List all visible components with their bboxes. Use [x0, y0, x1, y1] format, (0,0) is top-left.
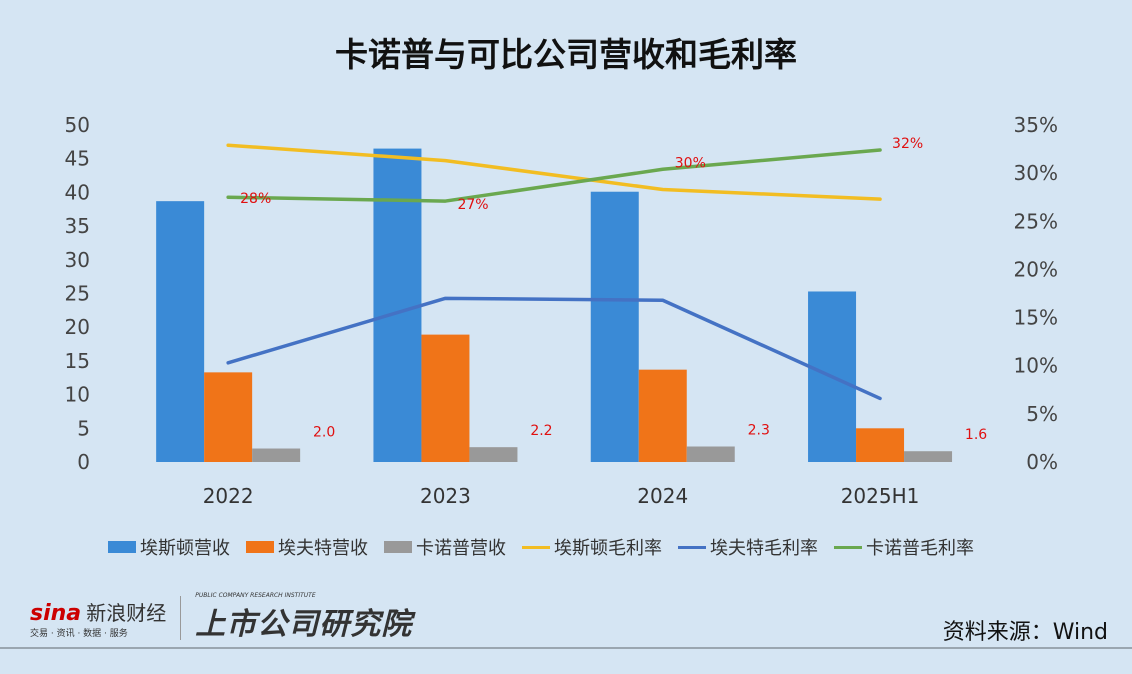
y-left-tick: 35	[65, 214, 90, 238]
legend-swatch	[108, 541, 136, 553]
y-left-tick: 5	[77, 416, 90, 440]
y-left-tick: 10	[65, 383, 90, 407]
legend-item: 卡诺普毛利率	[834, 534, 974, 560]
institute-en: PUBLIC COMPANY RESEARCH INSTITUTE	[195, 592, 316, 599]
sina-cn: 新浪财经	[86, 600, 167, 625]
y-left-tick: 40	[65, 180, 90, 204]
x-tick: 2023	[420, 484, 471, 508]
y-right-tick: 10%	[1014, 354, 1058, 378]
y-right-tick: 25%	[1014, 209, 1058, 233]
line-1	[226, 296, 882, 401]
line-data-label: 27%	[457, 197, 488, 213]
institute-name: 上市公司研究院	[195, 607, 413, 642]
y-left-tick: 20	[65, 315, 90, 339]
y-left-tick: 45	[65, 147, 90, 171]
legend-label: 埃夫特毛利率	[710, 538, 818, 559]
bar-0-2	[590, 191, 639, 462]
y-right-tick: 5%	[1026, 402, 1058, 426]
bar-1-3	[856, 428, 905, 462]
y-left-tick: 0	[77, 450, 90, 474]
legend-swatch	[246, 541, 274, 553]
line-data-label: 30%	[675, 155, 706, 171]
bar-1-0	[204, 372, 253, 462]
footer-logos: sina 新浪财经 交易 · 资讯 · 数据 · 服务 PUBLIC COMPA…	[30, 592, 412, 643]
legend-item: 埃夫特营收	[246, 534, 368, 560]
bar-2-3	[904, 451, 953, 462]
y-right-tick: 20%	[1014, 257, 1058, 281]
divider	[180, 595, 182, 640]
line-data-label: 28%	[240, 191, 271, 207]
line-2	[226, 148, 882, 203]
y-left-tick: 30	[65, 248, 90, 272]
legend-swatch	[678, 545, 706, 549]
bar-0-0	[156, 201, 205, 463]
y-left-tick: 15	[65, 349, 90, 373]
bar-2-0	[252, 448, 301, 462]
x-tick: 2025H1	[841, 484, 920, 508]
y-left-tick: 50	[65, 113, 90, 137]
bar-2-1	[469, 447, 518, 462]
x-tick: 2024	[637, 484, 688, 508]
line-0	[226, 143, 882, 201]
bar-2-2	[686, 446, 735, 462]
bar-data-label: 2.3	[748, 422, 770, 438]
bar-0-1	[373, 148, 422, 462]
institute-logo: PUBLIC COMPANY RESEARCH INSTITUTE 上市公司研究…	[195, 592, 412, 643]
legend-item: 埃夫特毛利率	[678, 534, 818, 560]
bar-1-2	[638, 369, 687, 462]
legend-label: 埃夫特营收	[278, 538, 368, 559]
legend-swatch	[384, 541, 412, 553]
x-tick: 2022	[203, 484, 254, 508]
chart-title: 卡诺普与可比公司营收和毛利率	[335, 35, 797, 74]
legend-label: 卡诺普毛利率	[866, 538, 974, 559]
bar-data-label: 2.2	[530, 423, 552, 439]
y-right-tick: 0%	[1026, 450, 1058, 474]
bar-data-label: 2.0	[313, 425, 335, 441]
legend-swatch	[522, 545, 550, 549]
legend-swatch	[834, 545, 862, 549]
sina-sub: 交易 · 资讯 · 数据 · 服务	[30, 628, 128, 639]
y-right-tick: 30%	[1014, 161, 1058, 185]
y-right-tick: 35%	[1014, 113, 1058, 137]
legend-label: 埃斯顿营收	[140, 538, 230, 559]
legend-item: 埃斯顿营收	[108, 534, 230, 560]
legend-label: 卡诺普营收	[416, 538, 506, 559]
legend-label: 埃斯顿毛利率	[554, 538, 662, 559]
y-right-tick: 15%	[1014, 306, 1058, 330]
sina-logo-text: sina	[30, 600, 82, 626]
legend: 埃斯顿营收 埃夫特营收 卡诺普营收 埃斯顿毛利率 埃夫特毛利率 卡诺普毛利率	[108, 534, 974, 560]
sina-logo: sina 新浪财经 交易 · 资讯 · 数据 · 服务	[30, 597, 166, 639]
source-note: 资料来源：Wind	[942, 620, 1108, 645]
line-data-label: 32%	[892, 136, 923, 152]
bar-1-1	[421, 334, 470, 462]
y-left-tick: 25	[65, 282, 90, 306]
bar-data-label: 1.6	[965, 427, 987, 443]
divider	[0, 647, 1132, 649]
legend-item: 埃斯顿毛利率	[522, 534, 662, 560]
legend-item: 卡诺普营收	[384, 534, 506, 560]
